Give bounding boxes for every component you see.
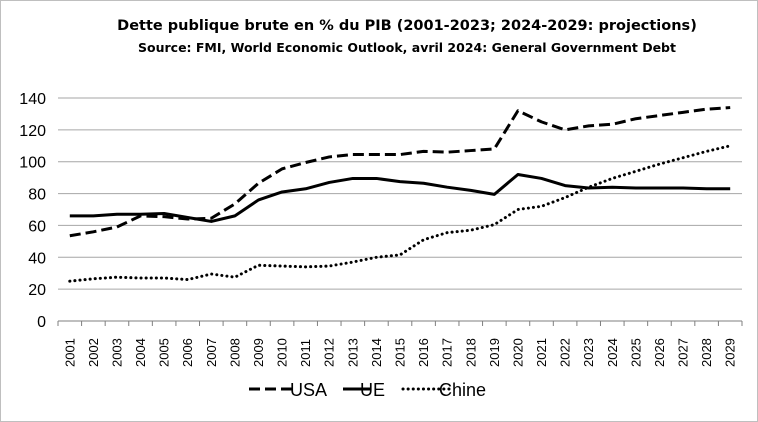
x-tick-label: 2024 — [605, 338, 620, 367]
x-tick-label: 2017 — [440, 338, 455, 367]
y-tick-label: 120 — [19, 123, 46, 140]
series-line-ue — [69, 172, 731, 223]
x-axis: 2001 2002 2003 2004 2005 2006 2007 2008 2009 2010… — [57, 320, 743, 367]
x-tick-label: 2019 — [487, 338, 502, 367]
x-tick-label: 2010 — [275, 338, 290, 367]
x-tick-label: 2025 — [628, 338, 643, 367]
legend: USA UE Chine — [249, 380, 486, 400]
x-tick-label: 2014 — [369, 338, 384, 367]
x-tick-label: 2012 — [322, 338, 337, 367]
chart-subtitle: Source: FMI, World Economic Outlook, avr… — [138, 40, 676, 55]
x-tick-label: 2005 — [157, 338, 172, 367]
x-tick-label: 2013 — [345, 338, 360, 367]
y-tick-label: 80 — [28, 187, 46, 204]
series-line-usa — [69, 106, 731, 238]
chart-title: Dette publique brute en % du PIB (2001-2… — [117, 18, 697, 34]
x-tick-label: 2021 — [534, 338, 549, 367]
x-tick-label: 2015 — [393, 338, 408, 367]
x-tick-label: 2001 — [62, 338, 77, 367]
series-lines — [68, 106, 732, 283]
x-tick-label: 2002 — [86, 338, 101, 367]
x-tick-label: 2022 — [558, 338, 573, 367]
gridlines — [58, 97, 742, 290]
x-tick-label: 2018 — [463, 338, 478, 367]
x-tick-label: 2026 — [652, 338, 667, 367]
x-tick-label: 2009 — [251, 338, 266, 367]
y-tick-label: 60 — [28, 218, 46, 235]
y-axis-ticks: 0 20 40 60 80 100 120 140 — [19, 91, 46, 331]
x-tick-label: 2003 — [109, 338, 124, 367]
y-tick-label: 20 — [28, 282, 46, 299]
x-tick-label: 2029 — [723, 338, 738, 367]
x-tick-label: 2028 — [699, 338, 714, 367]
legend-label-ue: UE — [360, 380, 385, 400]
x-tick-label: 2008 — [227, 338, 242, 367]
y-tick-label: 0 — [37, 314, 46, 331]
x-tick-label: 2006 — [180, 338, 195, 367]
legend-label-chine: Chine — [439, 380, 486, 400]
x-tick-label: 2007 — [204, 338, 219, 367]
y-tick-label: 40 — [28, 250, 46, 267]
x-tick-label: 2004 — [133, 338, 148, 367]
series-line-chine — [68, 144, 732, 283]
x-tick-label: 2016 — [416, 338, 431, 367]
x-tick-label: 2011 — [298, 339, 313, 367]
x-tick-label: 2027 — [676, 338, 691, 367]
x-tick-label: 2023 — [581, 338, 596, 367]
y-tick-label: 100 — [19, 155, 46, 172]
x-tick-label: 2020 — [510, 338, 525, 367]
y-tick-label: 140 — [19, 91, 46, 108]
legend-label-usa: USA — [290, 380, 327, 400]
